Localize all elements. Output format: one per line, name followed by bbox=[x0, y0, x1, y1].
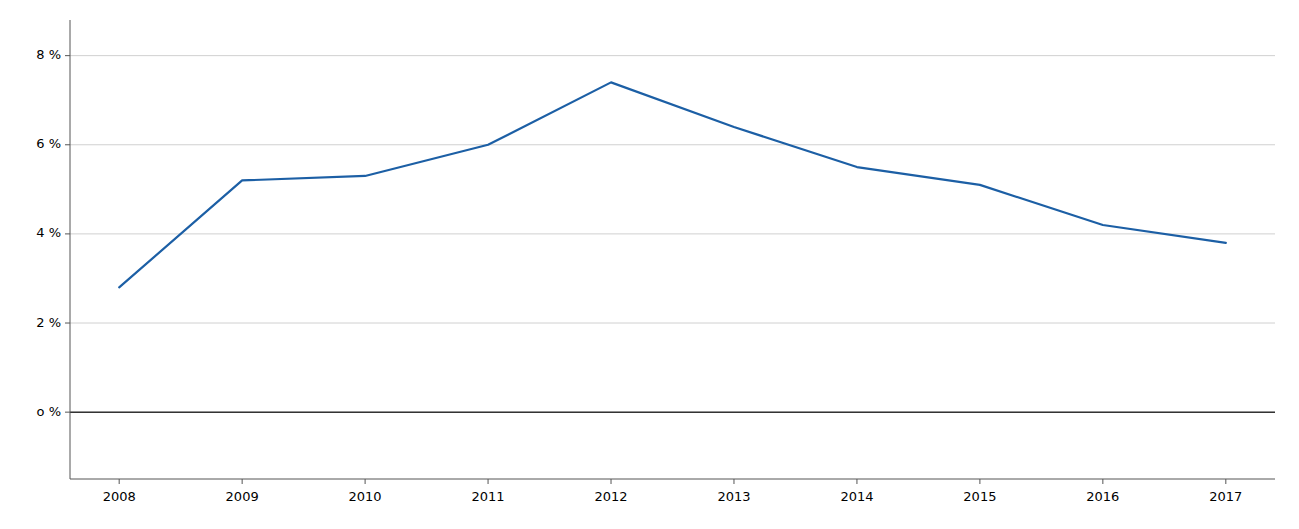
x-tick-label: 2011 bbox=[472, 489, 505, 504]
y-tick-label: 4 % bbox=[36, 225, 61, 240]
axes: o % 2 % 4 % 6 % 8 % 2008 2009 2010 2011 2012 2013 2… bbox=[36, 20, 1275, 504]
x-tick bbox=[856, 479, 857, 484]
y-tick-label: o % bbox=[37, 404, 61, 419]
x-tick bbox=[488, 479, 489, 484]
y-tick bbox=[65, 412, 70, 413]
x-axis-line bbox=[70, 479, 1275, 480]
x-tick bbox=[365, 479, 366, 484]
grid-line bbox=[70, 55, 1275, 56]
x-tick bbox=[1225, 479, 1226, 484]
y-tick-label: 6 % bbox=[36, 136, 61, 151]
x-tick-label: 2010 bbox=[349, 489, 382, 504]
x-tick-label: 2012 bbox=[594, 489, 627, 504]
x-tick-label: 2015 bbox=[963, 489, 996, 504]
y-tick-label: 2 % bbox=[36, 315, 61, 330]
chart: o % 2 % 4 % 6 % 8 % 2008 2009 2010 2011 2012 2013 2… bbox=[0, 0, 1299, 529]
y-tick bbox=[65, 144, 70, 145]
y-tick bbox=[65, 323, 70, 324]
y-tick bbox=[65, 55, 70, 56]
y-tick bbox=[65, 233, 70, 234]
x-tick bbox=[1102, 479, 1103, 484]
zero-line bbox=[70, 411, 1275, 413]
x-tick bbox=[242, 479, 243, 484]
chart-container: o % 2 % 4 % 6 % 8 % 2008 2009 2010 2011 2012 2013 2… bbox=[0, 0, 1299, 529]
x-tick bbox=[979, 479, 980, 484]
grid-line bbox=[70, 412, 1275, 413]
x-tick-label: 2008 bbox=[103, 489, 136, 504]
grid bbox=[70, 56, 1275, 413]
grid-line bbox=[70, 233, 1275, 234]
grid-line bbox=[70, 144, 1275, 145]
x-tick bbox=[119, 479, 120, 484]
data-line bbox=[119, 82, 1226, 287]
x-tick-label: 2014 bbox=[840, 489, 873, 504]
x-tick-label: 2016 bbox=[1086, 489, 1119, 504]
y-tick-label: 8 % bbox=[36, 47, 61, 62]
y-axis-line bbox=[70, 20, 71, 479]
x-tick bbox=[611, 479, 612, 484]
x-tick-label: 2013 bbox=[717, 489, 750, 504]
x-tick-label: 2017 bbox=[1209, 489, 1242, 504]
x-tick-label: 2009 bbox=[226, 489, 259, 504]
plot-area bbox=[119, 82, 1226, 287]
grid-line bbox=[70, 323, 1275, 324]
x-tick bbox=[733, 479, 734, 484]
